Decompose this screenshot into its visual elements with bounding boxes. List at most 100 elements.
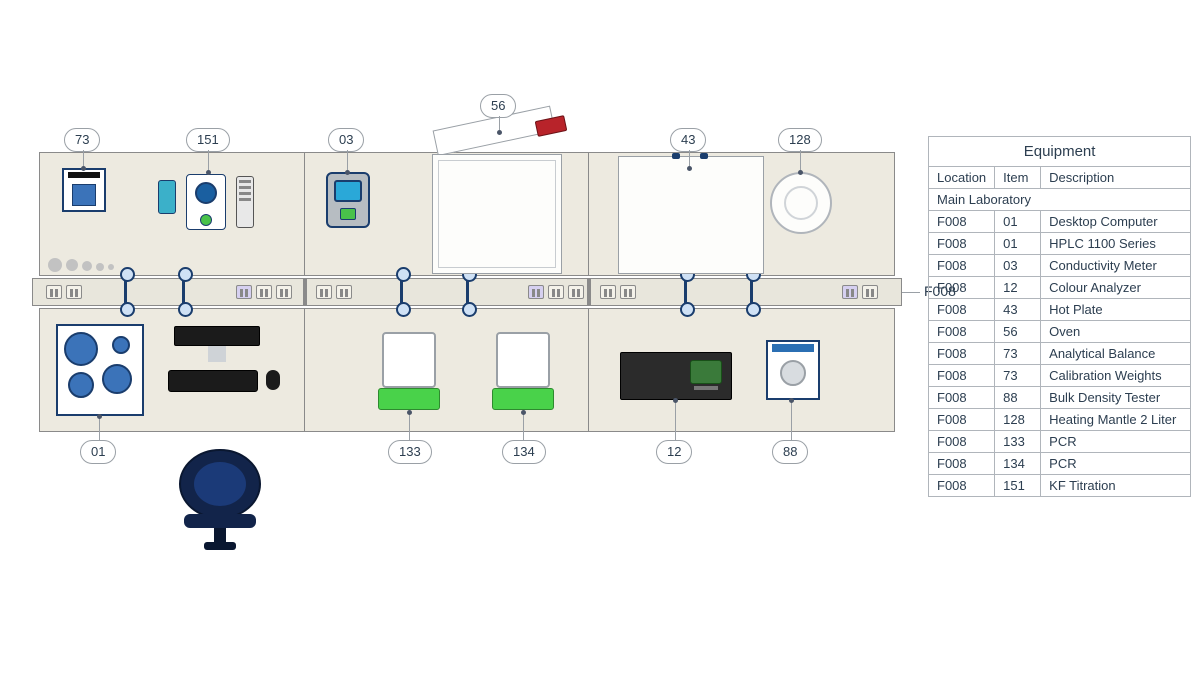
lab-chair	[174, 444, 266, 552]
clamp	[750, 274, 753, 310]
table-cell: 01	[995, 211, 1041, 233]
table-cell: F008	[929, 365, 995, 387]
table-cell: F008	[929, 321, 995, 343]
col-item: Item	[995, 167, 1041, 189]
table-cell: 03	[995, 255, 1041, 277]
outlet	[548, 285, 564, 299]
leader	[83, 150, 84, 166]
leader-dot	[798, 170, 803, 175]
calibration-weight	[108, 264, 114, 270]
hplc	[56, 324, 144, 416]
bubble-56: 56	[480, 94, 516, 118]
table-cell: F008	[929, 211, 995, 233]
table-cell: Heating Mantle 2 Liter	[1041, 409, 1191, 431]
table-cell: 88	[995, 387, 1041, 409]
table-cell: 128	[995, 409, 1041, 431]
table-row: F00873Analytical Balance	[929, 343, 1191, 365]
bubble-151: 151	[186, 128, 230, 152]
colour-analyzer	[620, 352, 732, 400]
desktop-computer	[168, 326, 278, 410]
leader-dot	[81, 166, 86, 171]
clamp	[124, 274, 127, 310]
leader	[99, 418, 100, 440]
leader	[499, 116, 500, 130]
outlet	[256, 285, 272, 299]
outlet	[620, 285, 636, 299]
leader	[689, 150, 690, 166]
table-row: F00801Desktop Computer	[929, 211, 1191, 233]
leader-dot	[206, 170, 211, 175]
strip-divider	[587, 278, 591, 306]
table-cell: F008	[929, 409, 995, 431]
table-cell: F008	[929, 431, 995, 453]
table-cell: 56	[995, 321, 1041, 343]
outlet	[316, 285, 332, 299]
leader-dot	[673, 398, 678, 403]
outlet	[236, 285, 252, 299]
outlet	[862, 285, 878, 299]
table-cell: Analytical Balance	[1041, 343, 1191, 365]
table-section: Main Laboratory	[929, 189, 1191, 211]
bubble-73: 73	[64, 128, 100, 152]
table-cell: F008	[929, 475, 995, 497]
clamp	[684, 274, 687, 310]
kf-titration	[158, 174, 268, 244]
outlet	[600, 285, 616, 299]
table-cell: Hot Plate	[1041, 299, 1191, 321]
table-row: F008128Heating Mantle 2 Liter	[929, 409, 1191, 431]
leader	[208, 150, 209, 170]
outlet	[528, 285, 544, 299]
outlet	[842, 285, 858, 299]
table-row: F00888Bulk Density Tester	[929, 387, 1191, 409]
analytical-balance	[62, 168, 106, 212]
table-cell: F008	[929, 277, 995, 299]
table-row: F00873Calibration Weights	[929, 365, 1191, 387]
outlet	[66, 285, 82, 299]
leader-dot	[521, 410, 526, 415]
bench-divider	[304, 308, 305, 432]
strip-divider	[303, 278, 307, 306]
table-cell: Colour Analyzer	[1041, 277, 1191, 299]
leader-dot	[687, 166, 692, 171]
table-cell: F008	[929, 299, 995, 321]
calibration-weight	[96, 263, 104, 271]
table-cell: 12	[995, 277, 1041, 299]
leader	[800, 150, 801, 170]
bubble-134: 134	[502, 440, 546, 464]
table-row: F00812Colour Analyzer	[929, 277, 1191, 299]
bench-divider	[588, 308, 589, 432]
table-cell: 73	[995, 365, 1041, 387]
col-description: Description	[1041, 167, 1191, 189]
leader	[675, 402, 676, 440]
table-cell: Calibration Weights	[1041, 365, 1191, 387]
table-cell: F008	[929, 233, 995, 255]
table-cell: 134	[995, 453, 1041, 475]
lab-floorplan: 73 151 03 56 43 128 01 133 134 12 88 F00…	[0, 0, 1200, 675]
leader	[523, 414, 524, 440]
calibration-weight	[82, 261, 92, 271]
equipment-table: Equipment Location Item Description Main…	[928, 136, 1191, 497]
leader-dot	[789, 398, 794, 403]
bubble-12: 12	[656, 440, 692, 464]
bubble-43: 43	[670, 128, 706, 152]
leader-dot	[497, 130, 502, 135]
bench-divider	[588, 152, 589, 276]
bubble-03: 03	[328, 128, 364, 152]
bubble-01: 01	[80, 440, 116, 464]
clamp	[466, 274, 469, 310]
table-title: Equipment	[929, 137, 1191, 167]
room-label-line	[902, 292, 920, 293]
table-cell: 73	[995, 343, 1041, 365]
leader-dot	[97, 414, 102, 419]
leader	[791, 402, 792, 440]
conductivity-meter	[326, 172, 370, 228]
calibration-weight	[66, 259, 78, 271]
table-row: F00803Conductivity Meter	[929, 255, 1191, 277]
table-cell: PCR	[1041, 453, 1191, 475]
table-cell: 43	[995, 299, 1041, 321]
table-cell: Conductivity Meter	[1041, 255, 1191, 277]
bubble-133: 133	[388, 440, 432, 464]
table-cell: 151	[995, 475, 1041, 497]
hot-plate	[618, 156, 764, 274]
table-row: F008133PCR	[929, 431, 1191, 453]
